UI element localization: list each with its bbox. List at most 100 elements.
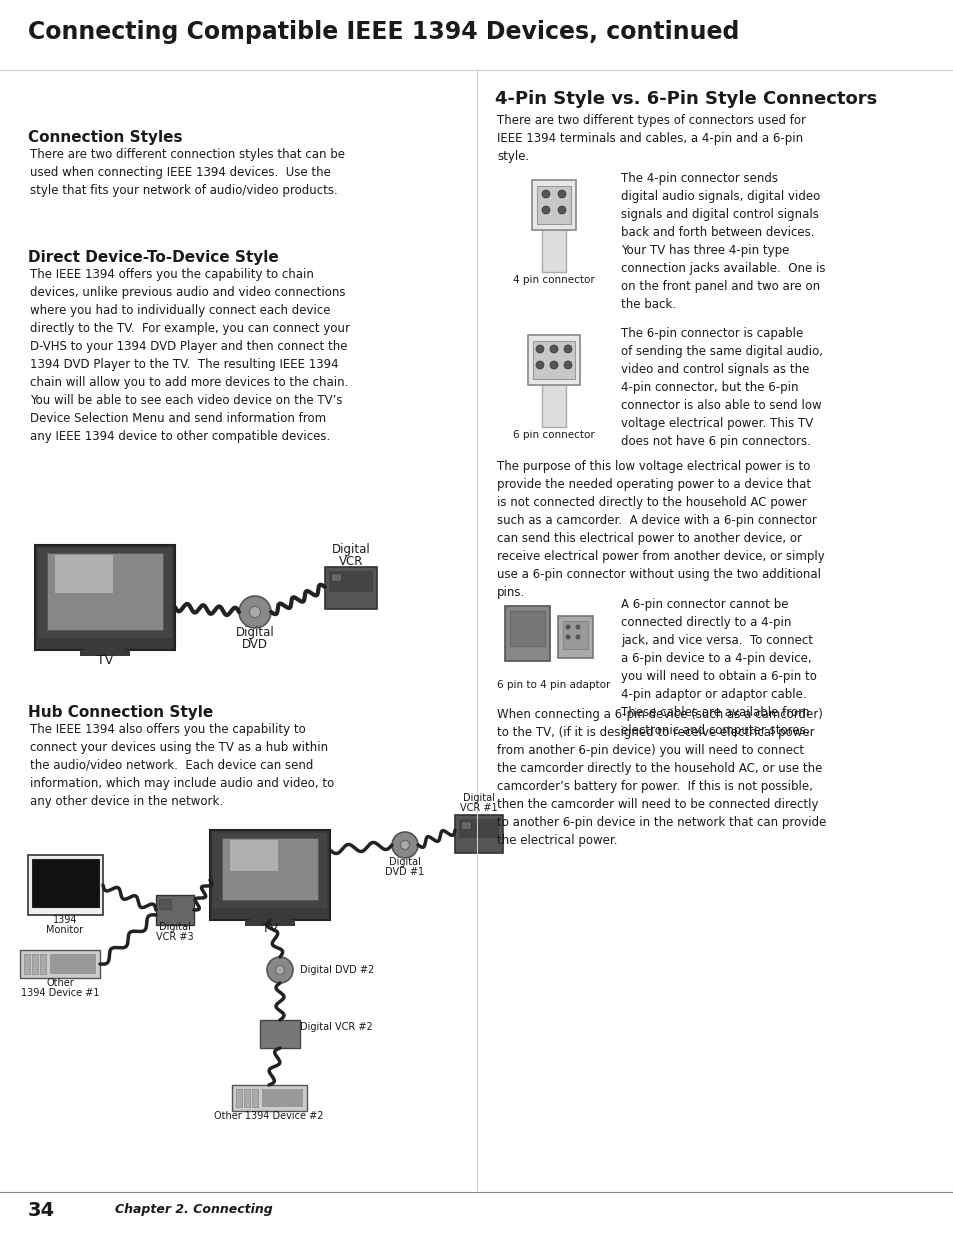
Bar bbox=[244, 1089, 250, 1107]
Bar bbox=[32, 953, 38, 974]
Bar bbox=[260, 1020, 299, 1049]
Bar bbox=[20, 950, 100, 978]
Text: Digital: Digital bbox=[159, 923, 191, 932]
Bar bbox=[541, 382, 565, 427]
Text: DVD: DVD bbox=[242, 638, 268, 651]
Text: 1394: 1394 bbox=[52, 915, 77, 925]
Bar bbox=[40, 953, 46, 974]
Bar bbox=[252, 1089, 257, 1107]
Bar bbox=[537, 186, 571, 224]
Circle shape bbox=[550, 345, 558, 353]
Bar bbox=[232, 1086, 307, 1112]
Circle shape bbox=[239, 597, 271, 629]
Bar bbox=[156, 895, 193, 925]
Text: TV: TV bbox=[262, 923, 278, 935]
Circle shape bbox=[400, 841, 409, 850]
Circle shape bbox=[565, 635, 570, 640]
Text: Other 1394 Device #2: Other 1394 Device #2 bbox=[214, 1112, 323, 1121]
Text: VCR #3: VCR #3 bbox=[156, 932, 193, 942]
Bar bbox=[460, 821, 471, 829]
Circle shape bbox=[249, 606, 260, 618]
Circle shape bbox=[565, 625, 570, 630]
Bar bbox=[455, 815, 502, 853]
Bar bbox=[222, 839, 317, 900]
Circle shape bbox=[536, 345, 543, 353]
Circle shape bbox=[575, 625, 579, 630]
Text: Digital DVD #2: Digital DVD #2 bbox=[299, 965, 374, 974]
Bar bbox=[562, 621, 587, 650]
Text: 6 pin to 4 pin adaptor: 6 pin to 4 pin adaptor bbox=[497, 680, 610, 690]
Bar bbox=[32, 860, 99, 906]
Circle shape bbox=[275, 966, 284, 974]
Text: Digital: Digital bbox=[332, 543, 370, 556]
Text: Other: Other bbox=[46, 978, 73, 988]
Bar bbox=[504, 606, 550, 661]
Bar bbox=[458, 819, 498, 839]
Text: The 6-pin connector is capable
of sending the same digital audio,
video and cont: The 6-pin connector is capable of sendin… bbox=[620, 327, 822, 448]
Bar bbox=[541, 227, 565, 272]
Bar bbox=[245, 920, 294, 926]
Bar bbox=[210, 830, 330, 920]
Bar bbox=[38, 548, 172, 638]
Text: The purpose of this low voltage electrical power is to
provide the needed operat: The purpose of this low voltage electric… bbox=[497, 459, 824, 599]
Bar bbox=[35, 545, 174, 650]
Bar bbox=[159, 899, 171, 909]
Circle shape bbox=[541, 190, 550, 198]
Text: Connecting Compatible IEEE 1394 Devices, continued: Connecting Compatible IEEE 1394 Devices,… bbox=[28, 20, 739, 44]
Text: TV: TV bbox=[97, 655, 113, 667]
Circle shape bbox=[563, 345, 572, 353]
Bar bbox=[235, 1089, 242, 1107]
Bar bbox=[85, 640, 125, 650]
Bar bbox=[28, 855, 103, 915]
Bar bbox=[80, 650, 130, 656]
Text: Digital: Digital bbox=[235, 626, 274, 638]
Text: DVD #1: DVD #1 bbox=[385, 867, 424, 877]
Bar bbox=[24, 953, 30, 974]
Text: 4-Pin Style vs. 6-Pin Style Connectors: 4-Pin Style vs. 6-Pin Style Connectors bbox=[495, 90, 877, 107]
Text: 4 pin connector: 4 pin connector bbox=[513, 275, 595, 285]
Circle shape bbox=[563, 361, 572, 369]
Text: Direct Device-To-Device Style: Direct Device-To-Device Style bbox=[28, 249, 278, 266]
Text: The IEEE 1394 also offers you the capability to
connect your devices using the T: The IEEE 1394 also offers you the capabi… bbox=[30, 722, 334, 808]
Text: When connecting a 6-pin device (such as a camcorder)
to the TV, (if it is design: When connecting a 6-pin device (such as … bbox=[497, 708, 825, 847]
Text: The 4-pin connector sends
digital audio signals, digital video
signals and digit: The 4-pin connector sends digital audio … bbox=[620, 172, 824, 311]
Circle shape bbox=[558, 190, 565, 198]
Text: The IEEE 1394 offers you the capability to chain
devices, unlike previous audio : The IEEE 1394 offers you the capability … bbox=[30, 268, 350, 443]
Text: 1394 Device #1: 1394 Device #1 bbox=[21, 988, 99, 998]
Circle shape bbox=[392, 832, 417, 858]
Text: Digital: Digital bbox=[389, 857, 420, 867]
Bar bbox=[533, 341, 575, 379]
Text: A 6-pin connector cannot be
connected directly to a 4-pin
jack, and vice versa. : A 6-pin connector cannot be connected di… bbox=[620, 598, 816, 737]
Text: 34: 34 bbox=[28, 1200, 55, 1219]
Text: Digital: Digital bbox=[462, 793, 495, 803]
Bar bbox=[262, 1089, 303, 1107]
Text: Hub Connection Style: Hub Connection Style bbox=[28, 705, 213, 720]
Text: Chapter 2. Connecting: Chapter 2. Connecting bbox=[115, 1203, 273, 1216]
Bar bbox=[510, 611, 544, 646]
Bar bbox=[527, 335, 579, 385]
Text: Monitor: Monitor bbox=[47, 925, 84, 935]
Bar bbox=[213, 832, 327, 908]
Circle shape bbox=[536, 361, 543, 369]
Text: There are two different connection styles that can be
used when connecting IEEE : There are two different connection style… bbox=[30, 148, 345, 198]
Bar bbox=[329, 571, 373, 592]
Bar bbox=[230, 840, 277, 871]
Text: Digital VCR #2: Digital VCR #2 bbox=[299, 1023, 373, 1032]
Text: 6 pin connector: 6 pin connector bbox=[513, 430, 595, 440]
Bar bbox=[331, 573, 340, 580]
Bar bbox=[50, 953, 96, 974]
Circle shape bbox=[575, 635, 579, 640]
Text: There are two different types of connectors used for
IEEE 1394 terminals and cab: There are two different types of connect… bbox=[497, 114, 805, 163]
Bar bbox=[250, 910, 290, 920]
Bar bbox=[558, 616, 593, 658]
Bar bbox=[325, 567, 376, 609]
Text: VCR #1: VCR #1 bbox=[459, 803, 497, 813]
Circle shape bbox=[550, 361, 558, 369]
Bar bbox=[55, 555, 112, 593]
Circle shape bbox=[558, 206, 565, 214]
Circle shape bbox=[267, 957, 293, 983]
Bar bbox=[532, 180, 576, 230]
Text: Connection Styles: Connection Styles bbox=[28, 130, 182, 144]
Bar bbox=[47, 553, 163, 630]
Circle shape bbox=[541, 206, 550, 214]
